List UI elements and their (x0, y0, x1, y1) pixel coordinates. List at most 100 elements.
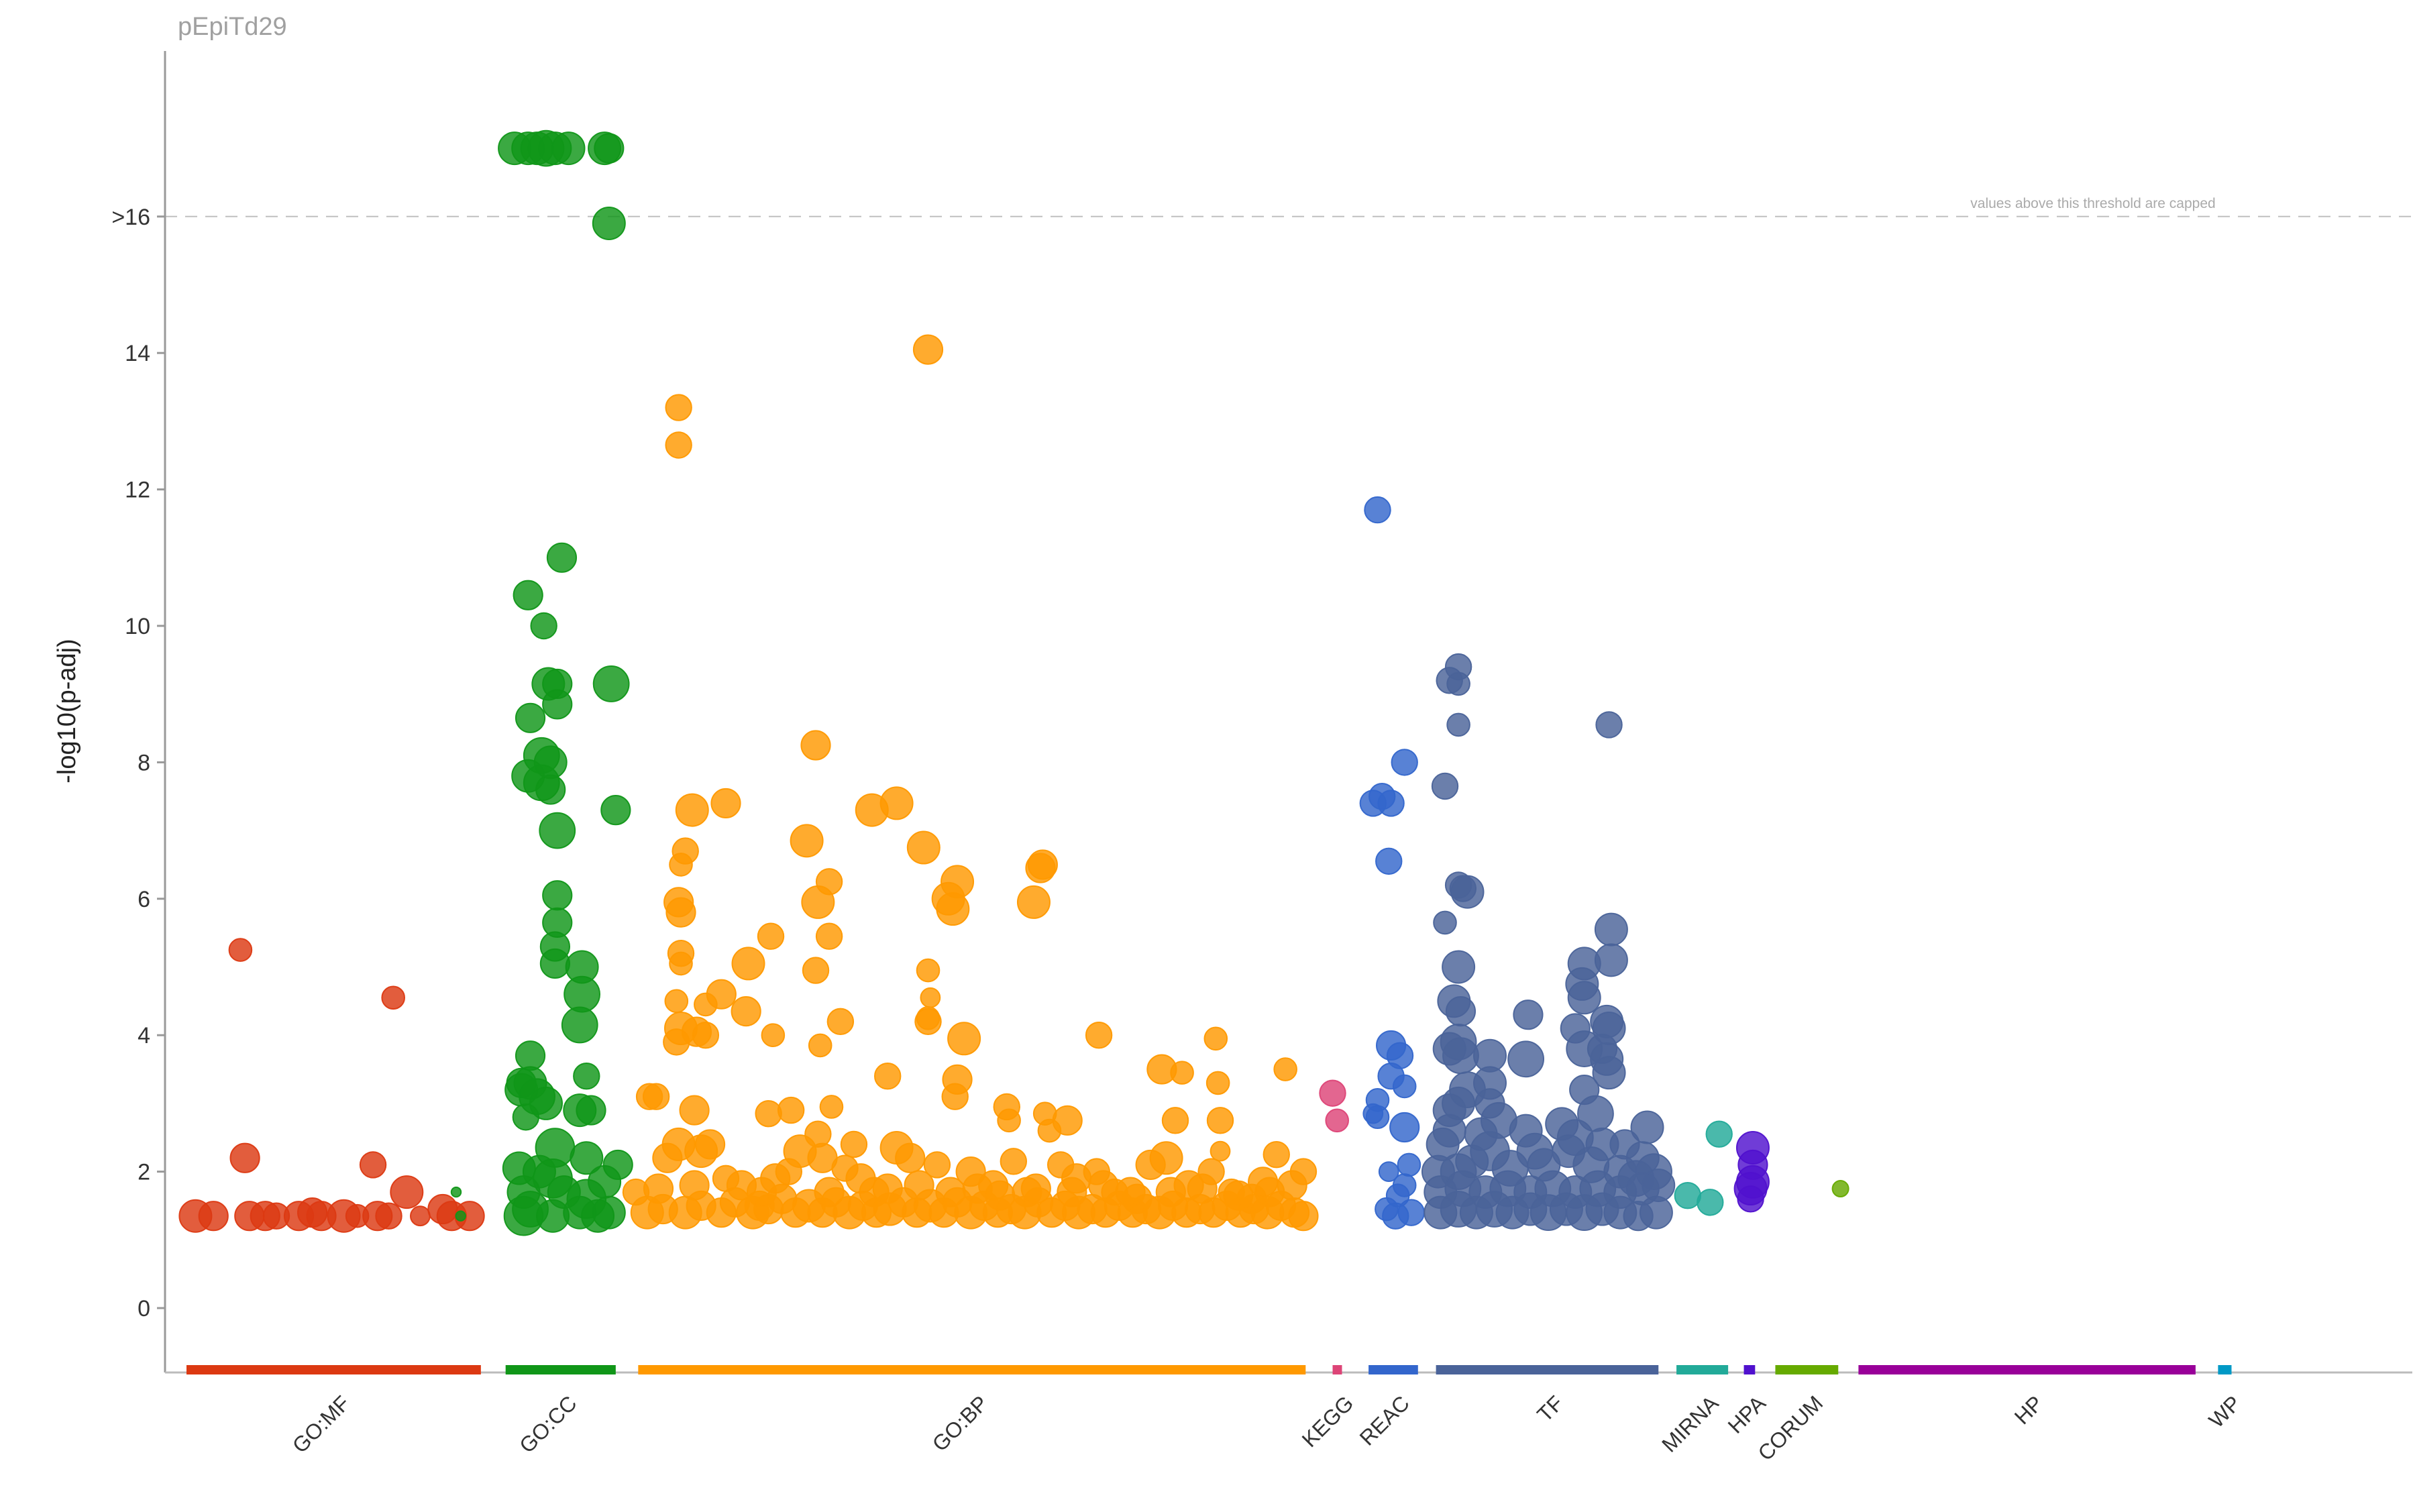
data-point (546, 542, 578, 573)
data-point (454, 1201, 485, 1232)
data-point (920, 987, 941, 1008)
data-point (802, 957, 830, 984)
source-bar (505, 1365, 616, 1374)
data-point (594, 133, 625, 164)
data-point (1263, 1140, 1290, 1169)
data-point (1397, 1199, 1425, 1226)
data-point (542, 880, 573, 911)
data-point (1397, 1152, 1421, 1177)
source-bar (1858, 1365, 2196, 1374)
data-point (450, 1186, 462, 1198)
data-point (542, 689, 573, 720)
data-point (1674, 1181, 1702, 1209)
data-point (872, 1173, 903, 1204)
data-point (669, 951, 693, 976)
data-point (1513, 1000, 1544, 1030)
data-point (1595, 711, 1623, 739)
data-point (1254, 1177, 1285, 1207)
data-point (1210, 1140, 1231, 1162)
data-point (755, 1099, 782, 1128)
data-point (1206, 1107, 1234, 1134)
data-point (1433, 910, 1457, 935)
data-point (581, 1199, 615, 1233)
chart-title: pEpiTd29 (178, 13, 287, 41)
data-point (198, 1201, 229, 1232)
data-point (679, 1095, 710, 1126)
data-point (692, 1022, 720, 1049)
data-point (515, 702, 546, 733)
data-point (1594, 943, 1628, 977)
data-point (1594, 912, 1628, 947)
source-label: KEGG (1297, 1391, 1358, 1452)
data-point (1567, 981, 1601, 1015)
data-point (1639, 1195, 1673, 1230)
data-point (1289, 1158, 1318, 1185)
data-point (643, 1173, 674, 1204)
data-point (916, 958, 941, 983)
series-mirna (1674, 1120, 1733, 1216)
source-label: MIRNA (1657, 1391, 1723, 1457)
data-point (757, 922, 785, 950)
data-point (874, 1063, 902, 1090)
data-point (1450, 875, 1485, 909)
y-axis-label: -log10(p-adj) (53, 639, 81, 783)
data-point (936, 892, 970, 926)
data-point (665, 431, 692, 459)
source-bar (1368, 1365, 1418, 1374)
data-point (815, 922, 843, 950)
series-go-cc (450, 129, 633, 1236)
data-point (710, 788, 741, 819)
data-point (551, 131, 586, 166)
data-point (515, 1040, 546, 1071)
data-point (814, 1177, 845, 1207)
data-point (1020, 1173, 1051, 1204)
series-reac (1359, 496, 1425, 1230)
data-point (675, 793, 709, 827)
data-point (1161, 1107, 1189, 1134)
threshold-group: values above this threshold are capped (165, 196, 2412, 217)
data-point (669, 853, 693, 877)
data-point (1377, 790, 1405, 817)
data-point (561, 1006, 598, 1044)
data-point (801, 885, 835, 919)
data-point (535, 774, 566, 805)
source-bar (638, 1365, 1306, 1374)
y-tick-label: 12 (125, 478, 150, 503)
series-go-mf (178, 938, 485, 1233)
series-tf (1421, 653, 1676, 1232)
data-point (855, 793, 889, 827)
data-point (1187, 1173, 1218, 1204)
source-label: GO:MF (288, 1391, 355, 1458)
data-point (1592, 1056, 1626, 1090)
source-label: REAC (1355, 1391, 1414, 1450)
data-point (1085, 1022, 1113, 1049)
data-point (790, 824, 824, 858)
data-point (1697, 1189, 1724, 1216)
data-point (1223, 1180, 1254, 1211)
data-point (826, 1008, 855, 1036)
data-point (760, 1163, 791, 1194)
data-point (1016, 885, 1051, 919)
data-points (178, 129, 1849, 1236)
data-point (935, 1177, 966, 1207)
data-point (840, 1130, 868, 1158)
data-point (761, 1023, 786, 1047)
y-tick-label: 0 (138, 1296, 150, 1321)
data-point (1431, 772, 1459, 800)
data-point (808, 1033, 833, 1058)
source-label: HPA (1723, 1391, 1771, 1438)
data-point (573, 1063, 600, 1090)
data-point (576, 1095, 606, 1126)
data-point (1442, 1037, 1479, 1075)
source-bar (1775, 1365, 1839, 1374)
source-label: HP (2010, 1391, 2048, 1429)
data-point (1057, 1177, 1087, 1207)
data-point (665, 897, 696, 928)
y-tick-label: 8 (138, 750, 150, 775)
data-point (664, 989, 689, 1014)
data-point (390, 1175, 424, 1209)
data-point (1288, 1201, 1319, 1232)
data-point (1170, 1061, 1194, 1085)
data-point (904, 1170, 934, 1201)
